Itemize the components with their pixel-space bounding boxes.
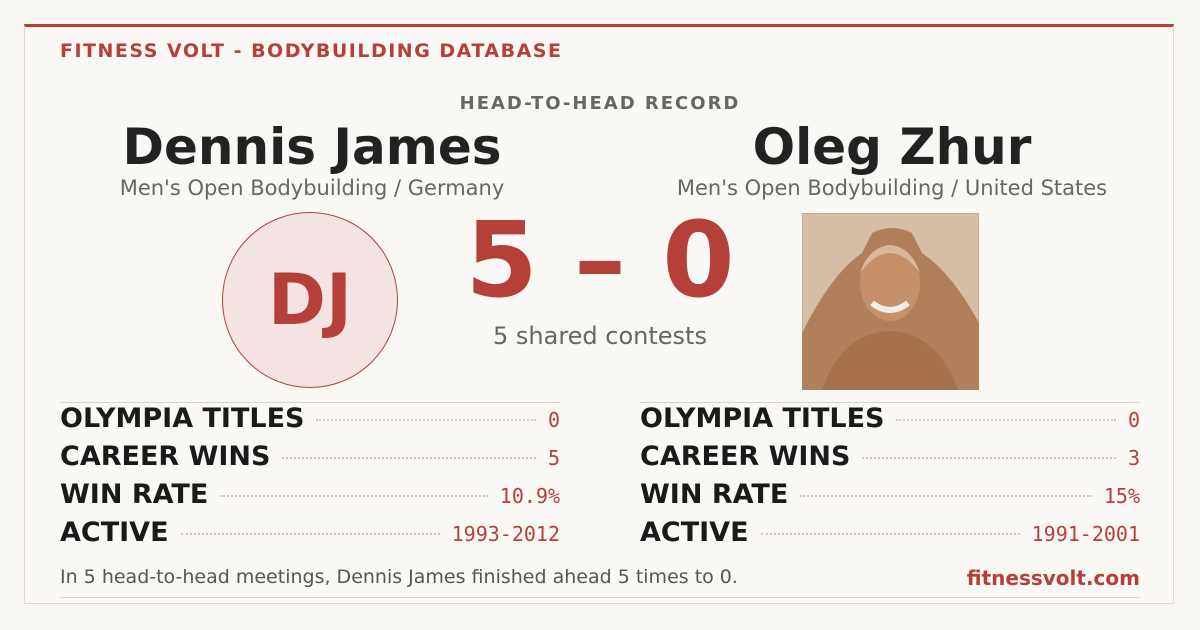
stat-label: WIN RATE [60, 479, 209, 510]
stats: OLYMPIA TITLES 0 CAREER WINS 5 WIN RATE 10.9%… [60, 402, 560, 555]
score: 5 – 0 [465, 199, 735, 321]
stat-label: ACTIVE [60, 517, 169, 548]
brand: FITNESS VOLT - BODYBUILDING DATABASE [60, 40, 563, 62]
stat-label: OLYMPIA TITLES [60, 403, 305, 434]
stat-label: ACTIVE [640, 517, 749, 548]
athlete-name: Dennis James [122, 118, 502, 176]
stat-label: OLYMPIA TITLES [640, 403, 885, 434]
card [24, 24, 1174, 604]
stat-label: CAREER WINS [60, 441, 271, 472]
stat-value: 0 [547, 408, 560, 432]
stat-row: OLYMPIA TITLES 0 [640, 403, 1140, 441]
athlete-division: Men's Open Bodybuilding / United States [676, 176, 1108, 200]
leader-dots [862, 457, 1116, 459]
stat-label: CAREER WINS [640, 441, 851, 472]
stat-row: ACTIVE 1993-2012 [60, 517, 560, 555]
leader-dots [180, 533, 440, 535]
site-link[interactable]: fitnessvolt.com [966, 566, 1140, 590]
stat-row: WIN RATE 15% [640, 479, 1140, 517]
shared-contests: 5 shared contests [493, 322, 707, 350]
stat-value: 0 [1127, 408, 1140, 432]
athlete-name: Oleg Zhur [752, 118, 1032, 176]
avatar: DJ [222, 212, 398, 388]
stat-value: 1991-2001 [1031, 522, 1140, 546]
stats: OLYMPIA TITLES 0 CAREER WINS 3 WIN RATE 15% AC… [640, 402, 1140, 555]
initials: DJ [267, 259, 353, 341]
stat-row: WIN RATE 10.9% [60, 479, 560, 517]
stat-value: 5 [547, 446, 560, 470]
stat-row: OLYMPIA TITLES 0 [60, 403, 560, 441]
stat-value: 3 [1127, 446, 1140, 470]
stat-value: 15% [1103, 484, 1140, 508]
athlete-photo [802, 213, 979, 390]
leader-dots [896, 419, 1116, 421]
leader-dots [316, 419, 536, 421]
leader-dots [760, 533, 1020, 535]
stat-row: CAREER WINS 5 [60, 441, 560, 479]
stat-row: ACTIVE 1991-2001 [640, 517, 1140, 555]
stat-label: WIN RATE [640, 479, 789, 510]
stat-value: 10.9% [499, 484, 560, 508]
kicker: HEAD-TO-HEAD RECORD [459, 93, 741, 114]
stat-value: 1993-2012 [451, 522, 560, 546]
stat-row: CAREER WINS 3 [640, 441, 1140, 479]
leader-dots [282, 457, 536, 459]
leader-dots [800, 495, 1092, 497]
leader-dots [220, 495, 488, 497]
summary: In 5 head-to-head meetings, Dennis James… [60, 566, 738, 588]
divider [60, 597, 1140, 598]
athlete-division: Men's Open Bodybuilding / Germany [119, 176, 505, 200]
